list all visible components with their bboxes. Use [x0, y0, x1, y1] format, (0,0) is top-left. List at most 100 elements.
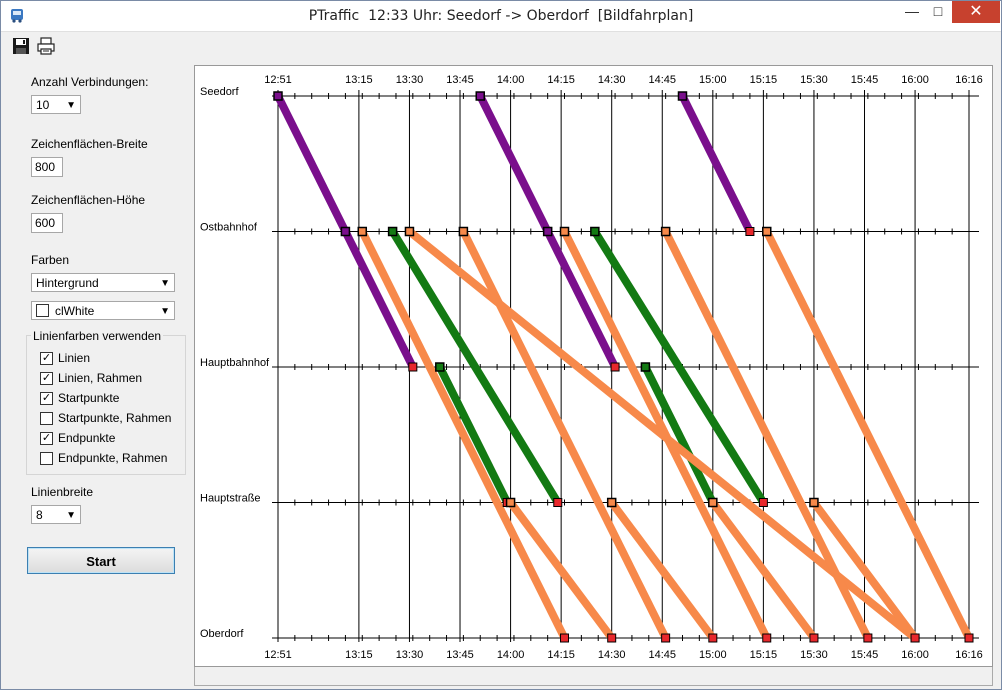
canvas-height-input[interactable]: 600 — [31, 213, 63, 233]
checkbox-label: Linien, Rahmen — [58, 371, 143, 385]
checkbox-end-points-frame[interactable]: Endpunkte, Rahmen — [40, 451, 167, 465]
start-button[interactable]: Start — [27, 547, 175, 574]
start-point-marker — [660, 226, 671, 237]
color-value: clWhite — [55, 304, 95, 318]
floppy-disk-icon[interactable] — [11, 36, 31, 56]
line-width-select[interactable]: 8 ▼ — [31, 505, 81, 524]
time-tick-label-bottom: 13:15 — [345, 649, 373, 661]
checkbox-start-points[interactable]: ✓ Startpunkte — [40, 391, 119, 405]
end-point-marker — [408, 362, 418, 372]
time-tick-label-top: 14:15 — [547, 74, 575, 86]
time-tick-label-bottom: 14:00 — [497, 649, 525, 661]
train-line — [560, 229, 771, 640]
time-tick-label-bottom: 16:16 — [955, 649, 983, 661]
settings-panel: Anzahl Verbindungen: 10 ▼ Zeichenflächen… — [17, 65, 187, 665]
train-line — [641, 365, 717, 505]
printer-icon[interactable] — [36, 36, 56, 56]
checkbox-end-points[interactable]: ✓ Endpunkte — [40, 431, 115, 445]
timetable-canvas: 12:51 12:51 13:15 13:15 13:30 13:30 13:45 13:45… — [194, 65, 993, 667]
start-point-marker — [606, 497, 617, 508]
train-line — [274, 94, 349, 234]
time-tick-label-bottom: 16:00 — [901, 649, 929, 661]
checkbox-box[interactable] — [40, 451, 53, 465]
time-tick-label-bottom: 13:45 — [446, 649, 474, 661]
chevron-down-icon: ▼ — [160, 278, 170, 289]
time-tick-label-bottom: 14:15 — [547, 649, 575, 661]
train-line — [436, 365, 511, 505]
checkbox-box[interactable] — [40, 411, 53, 425]
end-point-marker — [809, 633, 819, 643]
start-point-marker — [357, 226, 368, 237]
time-tick-label-bottom: 15:15 — [750, 649, 778, 661]
checkbox-box[interactable]: ✓ — [40, 431, 53, 445]
end-point-marker — [910, 633, 920, 643]
connections-select[interactable]: 10 ▼ — [31, 95, 81, 114]
canvas-width-input[interactable]: 800 — [31, 157, 63, 177]
canvas-width-label: Zeichenflächen-Breite — [31, 137, 148, 151]
maximize-button[interactable]: □ — [933, 3, 943, 19]
train-line — [476, 94, 552, 234]
toolbar — [1, 32, 1001, 60]
time-tick-label-top: 15:00 — [699, 74, 727, 86]
chevron-down-icon: ▼ — [66, 100, 76, 111]
checkbox-lines-frame[interactable]: ✓ Linien, Rahmen — [40, 371, 142, 385]
end-point-marker — [758, 498, 768, 507]
start-point-marker — [340, 226, 351, 237]
canvas-scrollbar[interactable] — [194, 667, 993, 686]
connections-value: 10 — [36, 98, 50, 112]
start-point-marker — [273, 91, 283, 101]
time-tick-label-bottom: 15:00 — [699, 649, 727, 661]
start-point-marker — [677, 91, 688, 101]
end-point-marker — [661, 633, 671, 643]
color-target-select[interactable]: Hintergrund ▼ — [31, 273, 175, 292]
line-width-label: Linienbreite — [31, 485, 94, 499]
end-point-marker — [745, 227, 755, 236]
station-label: Seedorf — [200, 86, 239, 98]
color-value-select[interactable]: clWhite ▼ — [31, 301, 175, 320]
station-label: Oberdorf — [200, 628, 244, 640]
train-line — [608, 500, 717, 641]
train-line — [389, 229, 562, 505]
end-point-marker — [610, 362, 620, 372]
train-line — [341, 229, 417, 369]
checkbox-box[interactable]: ✓ — [40, 391, 53, 405]
end-point-marker — [708, 633, 718, 643]
start-point-marker — [387, 226, 398, 237]
window-title: PTraffic 12:33 Uhr: Seedorf -> Oberdorf … — [308, 8, 694, 24]
end-point-marker — [762, 633, 772, 643]
time-tick-label-bottom: 15:45 — [851, 649, 879, 661]
title-bar: PTraffic 12:33 Uhr: Seedorf -> Oberdorf … — [1, 1, 1001, 32]
train-line — [763, 229, 973, 640]
checkbox-start-points-frame[interactable]: Startpunkte, Rahmen — [40, 411, 171, 425]
train-line — [591, 229, 767, 505]
train-line — [662, 229, 872, 640]
checkbox-lines[interactable]: ✓ Linien — [40, 351, 90, 365]
canvas-height-label: Zeichenflächen-Höhe — [31, 193, 146, 207]
end-point-marker — [553, 498, 563, 507]
station-label: Hauptstraße — [200, 493, 261, 505]
start-point-marker — [505, 497, 516, 508]
close-button[interactable]: ✕ — [952, 1, 1000, 23]
station-label: Ostbahnhof — [200, 222, 258, 234]
start-point-marker — [708, 497, 718, 508]
time-tick-label-top: 12:51 — [264, 74, 292, 86]
time-tick-label-bottom: 14:30 — [598, 649, 626, 661]
train-line — [459, 229, 670, 640]
bus-icon — [11, 9, 23, 23]
start-point-marker — [559, 226, 570, 237]
timetable-chart: 12:51 12:51 13:15 13:15 13:30 13:30 13:45 13:45… — [200, 74, 983, 661]
chevron-down-icon: ▼ — [160, 306, 170, 317]
minimize-button[interactable]: — — [905, 3, 919, 19]
checkbox-box[interactable]: ✓ — [40, 371, 53, 385]
checkbox-box[interactable]: ✓ — [40, 351, 53, 365]
time-tick-label-top: 15:30 — [800, 74, 828, 86]
time-tick-label-bottom: 12:51 — [264, 649, 292, 661]
time-tick-label-bottom: 13:30 — [396, 649, 424, 661]
end-point-marker — [863, 633, 873, 643]
time-tick-label-top: 13:30 — [396, 74, 424, 86]
time-tick-label-top: 13:45 — [446, 74, 474, 86]
start-point-marker — [475, 91, 485, 101]
time-tick-label-top: 16:16 — [955, 74, 983, 86]
chevron-down-icon: ▼ — [66, 510, 76, 521]
end-point-marker — [607, 633, 617, 643]
